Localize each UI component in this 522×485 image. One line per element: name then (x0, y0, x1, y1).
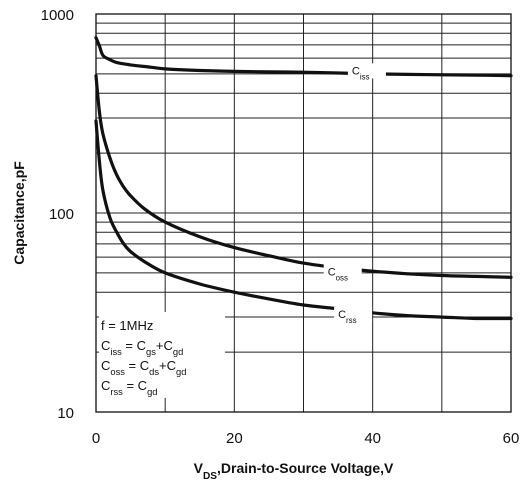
y-tick-label: 10 (57, 405, 74, 422)
x-tick-label: 20 (226, 430, 243, 447)
x-axis-title-rest: ,Drain-to-Source Voltage,V (217, 460, 394, 476)
annotation-part: = C (123, 378, 147, 393)
annotation-part: gd (173, 347, 183, 357)
series-label-background (334, 306, 373, 322)
series-label-ciss: Ciss (352, 65, 370, 81)
series-label-background (323, 264, 362, 280)
annotation-part: C (101, 338, 110, 353)
ticks: 0 20 40 60 10 100 1000 (41, 7, 520, 447)
series-label-sub: oss (336, 273, 348, 282)
series-label-main: C (352, 65, 360, 77)
x-axis-title: VDS,Drain-to-Source Voltage,V (194, 460, 394, 482)
x-axis-title-main: V (194, 460, 204, 476)
y-tick-label: 100 (49, 206, 74, 223)
curves (94, 36, 513, 321)
annotation-part: +C (159, 358, 176, 373)
series-line-ciss (94, 36, 513, 78)
x-tick-label: 0 (92, 430, 100, 447)
annotation-part: +C (156, 338, 173, 353)
annotation-part: ds (149, 367, 159, 377)
annotation-line: Crss = Cgd (101, 378, 157, 397)
annotation-part: gs (146, 347, 156, 357)
annotation-part: = C (122, 338, 146, 353)
annotation-line: Coss = Cds+Cgd (101, 358, 186, 377)
annotation-line: Ciss = Cgs+Cgd (101, 338, 183, 357)
y-tick-label: 1000 (41, 7, 74, 24)
annotation-part: C (101, 358, 110, 373)
x-tick-label: 60 (503, 430, 520, 447)
series-label-crss: Crss (338, 309, 357, 325)
series-label-background (347, 63, 386, 79)
annotation-part: rss (110, 387, 123, 397)
series-label-main: C (338, 309, 346, 321)
series-label-coss: Coss (328, 266, 348, 282)
plot-frame (95, 13, 512, 413)
x-axis-title-sub: DS (203, 471, 217, 482)
annotation-part: f = 1MHz (101, 318, 153, 333)
y-axis-title: Capacitance,pF (11, 161, 27, 265)
annotation-part: C (101, 378, 110, 393)
annotation-background (99, 312, 225, 398)
series-line-coss (94, 74, 513, 279)
series-label-sub: iss (360, 72, 370, 81)
series-label-sub: rss (346, 315, 357, 324)
series-line-crss (94, 119, 513, 321)
annotation-part: gd (176, 367, 186, 377)
annotation-part: = C (125, 358, 149, 373)
annotation-line: f = 1MHz (101, 318, 153, 333)
annotation-part: oss (110, 367, 125, 377)
x-tick-label: 40 (364, 430, 381, 447)
annotation-part: gd (147, 387, 157, 397)
series-label-main: C (328, 266, 336, 278)
annotation-part: iss (110, 347, 122, 357)
